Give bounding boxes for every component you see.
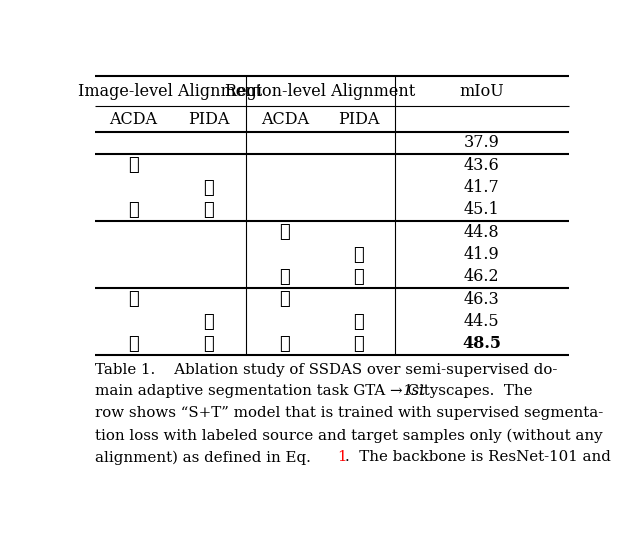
Text: ✓: ✓: [354, 312, 364, 330]
Text: 41.9: 41.9: [464, 246, 500, 263]
Text: ✓: ✓: [279, 268, 290, 286]
Text: 44.5: 44.5: [464, 313, 500, 330]
Text: ✓: ✓: [279, 335, 290, 353]
Text: 1: 1: [337, 450, 346, 464]
Text: ✓: ✓: [128, 290, 139, 308]
Text: 44.8: 44.8: [464, 224, 500, 241]
Text: main adaptive segmentation task GTA → Cityscapes.  The: main adaptive segmentation task GTA → Ci…: [95, 385, 537, 398]
Text: ✓: ✓: [128, 335, 139, 353]
Text: Table 1.    Ablation study of SSDAS over semi-supervised do-: Table 1. Ablation study of SSDAS over se…: [95, 363, 557, 376]
Text: 46.2: 46.2: [464, 269, 500, 286]
Text: alignment) as defined in Eq.: alignment) as defined in Eq.: [95, 450, 316, 464]
Text: 48.5: 48.5: [462, 335, 501, 352]
Text: 43.6: 43.6: [464, 157, 500, 174]
Text: row shows “S+T” model that is trained with supervised segmenta-: row shows “S+T” model that is trained wi…: [95, 406, 603, 421]
Text: ACDA: ACDA: [260, 110, 308, 127]
Text: PIDA: PIDA: [188, 110, 230, 127]
Text: ✓: ✓: [128, 156, 139, 174]
Text: ✓: ✓: [204, 335, 214, 353]
Text: ✓: ✓: [204, 178, 214, 196]
Text: 1st: 1st: [403, 385, 427, 398]
Text: PIDA: PIDA: [339, 110, 380, 127]
Text: ✓: ✓: [354, 246, 364, 264]
Text: 45.1: 45.1: [464, 201, 500, 218]
Text: ✓: ✓: [354, 335, 364, 353]
Text: .  The backbone is ResNet-101 and: . The backbone is ResNet-101 and: [345, 450, 611, 464]
Text: ✓: ✓: [204, 312, 214, 330]
Text: ✓: ✓: [204, 201, 214, 219]
Text: mIoU: mIoU: [460, 83, 504, 100]
Text: 41.7: 41.7: [464, 179, 500, 196]
Text: ✓: ✓: [279, 290, 290, 308]
Text: ✓: ✓: [354, 268, 364, 286]
Text: ACDA: ACDA: [109, 110, 157, 127]
Text: 46.3: 46.3: [464, 290, 500, 308]
Text: 37.9: 37.9: [464, 135, 500, 152]
Text: Image-level Alignment: Image-level Alignment: [79, 83, 262, 100]
Text: Region-level Alignment: Region-level Alignment: [225, 83, 416, 100]
Text: tion loss with labeled source and target samples only (without any: tion loss with labeled source and target…: [95, 428, 602, 443]
Text: ✓: ✓: [279, 223, 290, 241]
Text: ✓: ✓: [128, 201, 139, 219]
